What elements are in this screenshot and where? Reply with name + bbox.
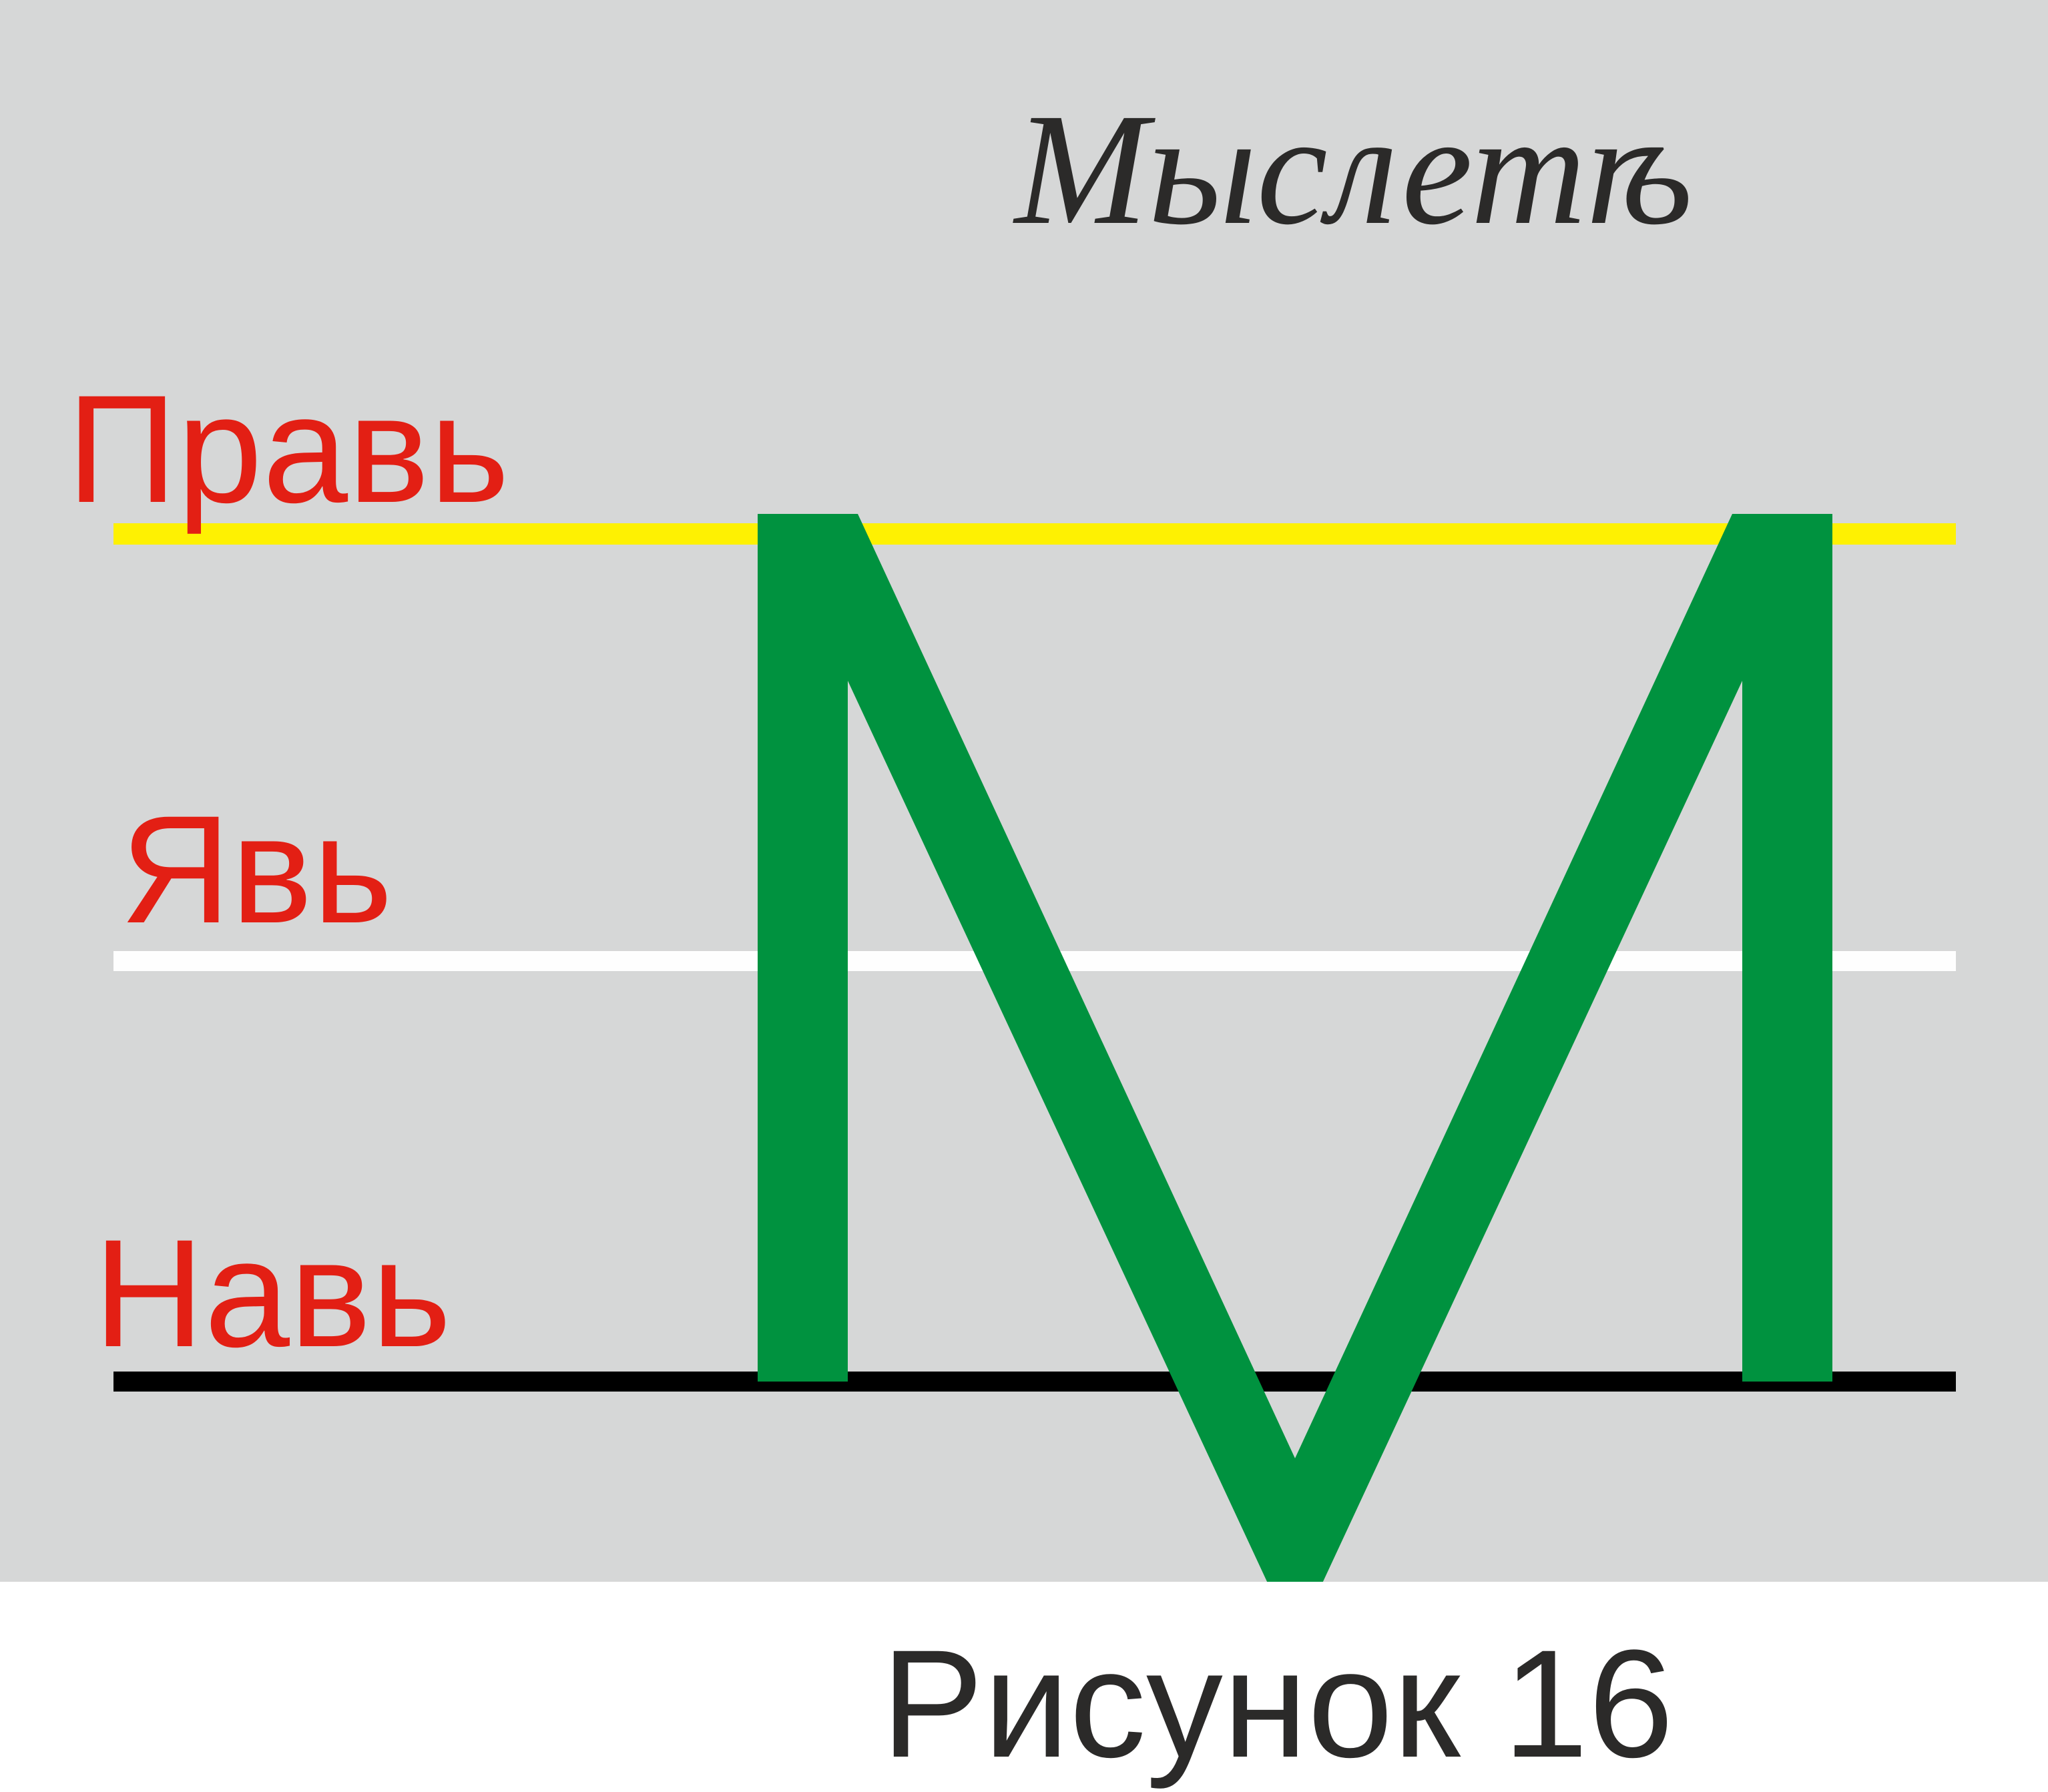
glyph-m: [758, 514, 1832, 1582]
label-bottom: Навь: [93, 1205, 451, 1382]
label-middle: Явь: [120, 781, 393, 958]
page: Мыслетѣ Правь Явь Навь Рисунок 16: [0, 0, 2048, 1783]
label-top: Правь: [67, 360, 509, 537]
figure-caption: Рисунок 16: [881, 1615, 1674, 1792]
